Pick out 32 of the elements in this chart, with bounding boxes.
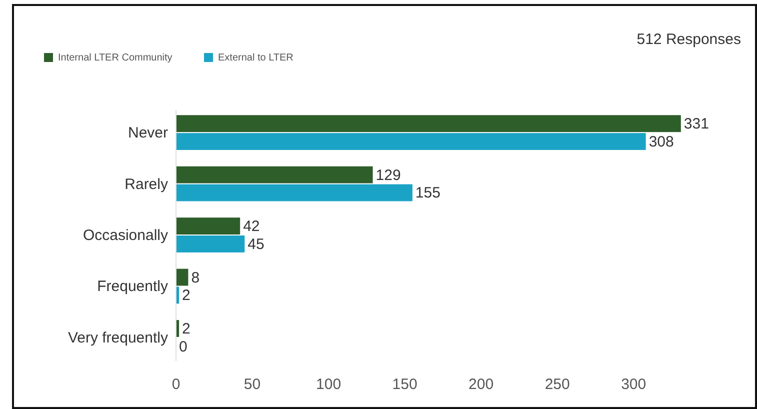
data-label: 8	[191, 269, 200, 286]
y-tick-label: Never	[128, 124, 168, 142]
data-label: 0	[179, 338, 188, 356]
bar	[176, 218, 240, 234]
x-tick-label: 150	[392, 376, 418, 393]
bar	[176, 115, 681, 132]
data-label: 42	[243, 218, 260, 236]
bar	[176, 268, 188, 286]
data-label: 2	[182, 287, 190, 304]
x-tick-label: 300	[621, 376, 646, 393]
x-tick-label: 200	[468, 376, 494, 393]
bar	[176, 236, 245, 252]
data-label: 45	[248, 236, 264, 253]
y-tick-label: Very frequently	[68, 329, 168, 346]
chart-subtitle: 512 Responses	[636, 31, 741, 48]
x-tick-label: 250	[544, 376, 570, 393]
data-label: 129	[376, 166, 401, 184]
data-label: 2	[182, 320, 190, 338]
bar	[176, 184, 412, 202]
x-tick-label: 100	[316, 376, 342, 393]
y-tick-label: Occasionally	[82, 227, 168, 244]
bar	[176, 166, 373, 184]
bar	[176, 133, 646, 150]
legend-label: External to LTER	[218, 52, 294, 64]
x-tick-label: 50	[244, 376, 261, 393]
y-tick-label: Rarely	[124, 176, 168, 193]
legend-label: Internal LTER Community	[58, 52, 172, 64]
y-tick-label: Frequently	[97, 278, 168, 296]
x-tick-label: 0	[172, 376, 180, 393]
data-label: 331	[684, 116, 709, 133]
data-label: 308	[648, 134, 674, 151]
data-label: 155	[415, 184, 440, 202]
